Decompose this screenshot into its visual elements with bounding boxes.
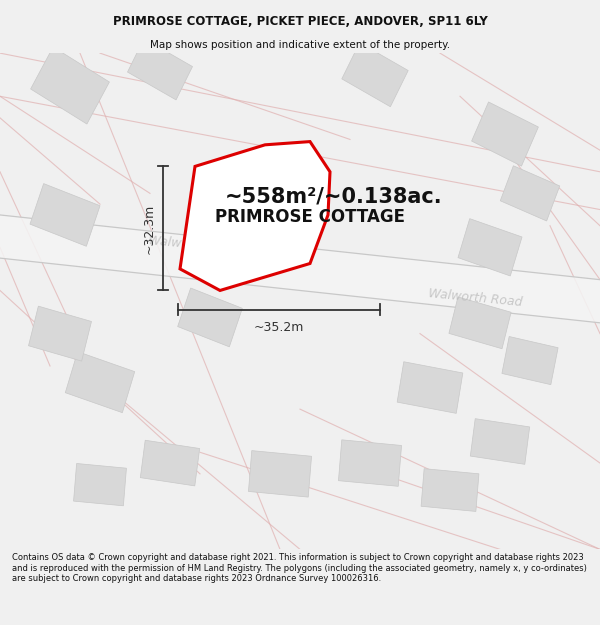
Text: Map shows position and indicative extent of the property.: Map shows position and indicative extent… (150, 40, 450, 50)
Polygon shape (178, 288, 242, 347)
Text: PRIMROSE COTTAGE: PRIMROSE COTTAGE (215, 208, 405, 226)
Polygon shape (248, 451, 311, 497)
Polygon shape (338, 440, 401, 486)
Polygon shape (472, 102, 538, 166)
Polygon shape (30, 184, 100, 246)
Polygon shape (189, 191, 261, 260)
Text: ~35.2m: ~35.2m (254, 321, 304, 334)
Text: PRIMROSE COTTAGE, PICKET PIECE, ANDOVER, SP11 6LY: PRIMROSE COTTAGE, PICKET PIECE, ANDOVER,… (113, 16, 487, 28)
Polygon shape (502, 336, 558, 384)
Polygon shape (342, 42, 408, 107)
Polygon shape (74, 464, 127, 506)
Polygon shape (397, 362, 463, 413)
Polygon shape (31, 47, 109, 124)
Polygon shape (140, 440, 200, 486)
Polygon shape (421, 469, 479, 511)
Polygon shape (0, 215, 600, 323)
Polygon shape (470, 419, 530, 464)
Polygon shape (29, 306, 91, 361)
Text: Contains OS data © Crown copyright and database right 2021. This information is : Contains OS data © Crown copyright and d… (12, 554, 587, 583)
Text: Walworth Road: Walworth Road (427, 287, 523, 309)
Polygon shape (65, 352, 135, 412)
Polygon shape (180, 142, 330, 291)
Text: ~558m²/~0.138ac.: ~558m²/~0.138ac. (225, 187, 443, 207)
Polygon shape (128, 39, 193, 100)
Text: Walworth Road: Walworth Road (148, 234, 242, 256)
Polygon shape (458, 219, 522, 276)
Polygon shape (449, 297, 511, 349)
Text: ~32.3m: ~32.3m (143, 203, 155, 254)
Polygon shape (500, 166, 560, 221)
